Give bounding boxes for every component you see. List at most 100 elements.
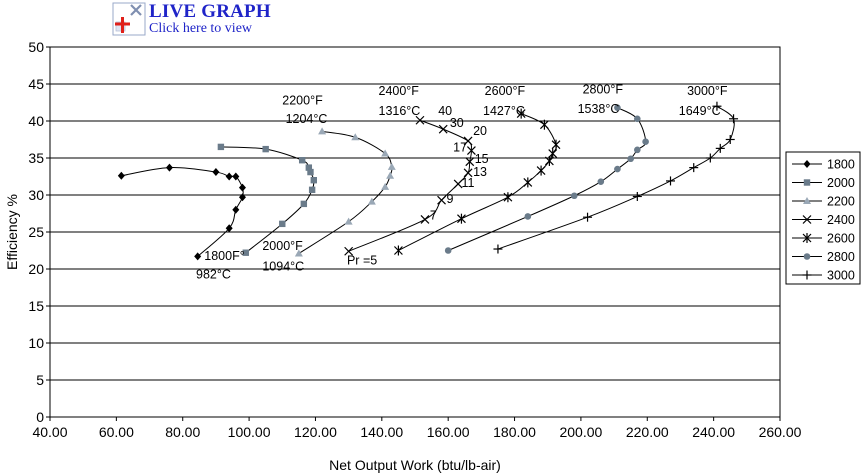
data-point <box>238 183 246 192</box>
data-point <box>725 135 735 144</box>
data-point <box>212 168 220 177</box>
y-tick-label: 35 <box>28 150 44 166</box>
annotation-label: 1316°C <box>379 104 421 118</box>
data-point <box>634 115 641 123</box>
data-point <box>238 193 246 202</box>
data-point <box>217 143 225 151</box>
live-graph-link[interactable]: LIVE GRAPH Click here to view <box>112 2 271 40</box>
legend-label: 2800 <box>827 250 855 264</box>
x-tick-label: 80.00 <box>165 424 200 440</box>
data-point <box>453 179 463 189</box>
annotation-label: 2000°F <box>262 239 303 253</box>
series-line-3000 <box>497 105 735 250</box>
legend-item-1800: 1800 <box>792 158 855 172</box>
x-tick-label: 160.00 <box>427 424 470 440</box>
data-point <box>705 153 715 163</box>
data-point <box>524 213 532 220</box>
legend-item-3000: 3000 <box>792 269 855 283</box>
annotation-label: 2200°F <box>282 94 323 108</box>
legend-marker <box>803 179 811 186</box>
annotation-label: 1094°C <box>262 259 304 273</box>
data-point <box>437 195 446 205</box>
x-tick-label: 180.00 <box>493 424 536 440</box>
data-point <box>294 249 303 257</box>
series-3000 <box>493 101 739 254</box>
data-point <box>381 182 390 190</box>
live-graph-title[interactable]: LIVE GRAPH <box>149 1 271 22</box>
data-point <box>551 139 561 150</box>
data-point <box>351 133 360 141</box>
legend-item-2000: 2000 <box>792 176 855 190</box>
data-point <box>117 171 125 180</box>
x-tick-label: 60.00 <box>99 424 134 440</box>
data-point <box>689 163 699 173</box>
y-tick-label: 40 <box>28 113 44 129</box>
x-tick-label: 220.00 <box>626 424 669 440</box>
data-point <box>232 172 240 181</box>
series-2400 <box>344 115 476 256</box>
x-tick-label: 240.00 <box>692 424 735 440</box>
data-point <box>642 138 649 146</box>
x-tick-label: 120.00 <box>294 424 337 440</box>
annotation-label: 17 <box>453 140 467 154</box>
data-point <box>597 178 605 185</box>
annotation-label: 1538°C <box>578 102 620 116</box>
legend-marker <box>802 233 812 243</box>
data-point <box>225 224 233 233</box>
data-point <box>463 168 473 178</box>
annotation-label: 982°C <box>196 268 231 282</box>
annotation-label: 2400°F <box>379 84 420 98</box>
legend-marker <box>803 197 811 204</box>
x-tick-label: 260.00 <box>759 424 802 440</box>
series-2800 <box>444 104 649 254</box>
data-point <box>318 127 327 135</box>
live-graph-subtitle[interactable]: Click here to view <box>149 21 253 36</box>
annotation-label: 13 <box>473 165 487 179</box>
legend-marker <box>802 215 812 224</box>
legend-marker <box>803 253 811 260</box>
annotation-label: 40 <box>438 104 452 118</box>
annotation-label: 30 <box>450 116 464 130</box>
data-point <box>415 115 425 125</box>
y-tick-label: 0 <box>36 409 44 425</box>
series-line-2600 <box>398 113 557 251</box>
data-point <box>516 108 526 119</box>
data-point <box>715 143 725 153</box>
series-2200 <box>294 127 396 257</box>
legend-label: 1800 <box>827 158 855 172</box>
data-point <box>194 252 202 261</box>
annotation-label: 2800°F <box>583 83 624 97</box>
data-point <box>548 148 558 159</box>
annotation-label: Pr =5 <box>347 254 377 268</box>
series-2000 <box>217 143 317 256</box>
data-point <box>627 155 634 163</box>
data-point <box>225 172 233 181</box>
data-point <box>634 146 641 154</box>
data-point <box>666 176 675 186</box>
legend-item-2200: 2200 <box>792 195 855 209</box>
data-point <box>165 163 173 172</box>
y-tick-label: 45 <box>28 76 44 92</box>
x-tick-label: 100.00 <box>228 424 271 440</box>
legend-item-2400: 2400 <box>792 213 855 227</box>
x-tick-label: 40.00 <box>32 424 67 440</box>
data-point <box>466 146 476 156</box>
annotation-label: 2600°F <box>485 84 526 98</box>
data-point <box>232 205 240 214</box>
x-axis-ticks: 40.00 60.00 80.00 100.00 120.00 140.00 160.00 1… <box>32 417 802 440</box>
annotation-label: 15 <box>475 152 489 166</box>
data-point <box>712 101 722 111</box>
data-point <box>539 119 549 130</box>
data-point <box>279 220 286 228</box>
data-point <box>614 165 621 173</box>
annotation-label: 11 <box>461 176 474 190</box>
annotation-label: 9 <box>447 192 454 206</box>
annotation-label: 20 <box>473 124 487 138</box>
legend-marker <box>802 270 812 280</box>
series-1800 <box>117 163 246 261</box>
data-point <box>465 157 475 167</box>
data-point <box>387 162 396 170</box>
data-point <box>310 177 317 184</box>
data-point <box>570 192 578 200</box>
